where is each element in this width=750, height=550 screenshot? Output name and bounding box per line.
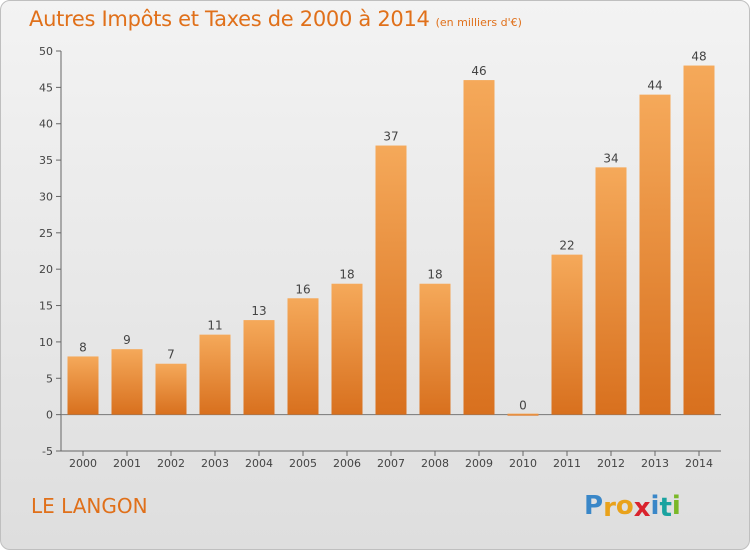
data-label-2009: 46 bbox=[471, 64, 486, 78]
bar-2006 bbox=[331, 283, 363, 415]
data-label-2003: 11 bbox=[207, 319, 222, 333]
bar-2007 bbox=[375, 145, 407, 415]
y-tick-label: 45 bbox=[39, 81, 53, 94]
x-tick-label: 2001 bbox=[113, 457, 141, 470]
x-tick-label: 2010 bbox=[509, 457, 537, 470]
y-tick-label: 5 bbox=[46, 372, 53, 385]
proxiti-logo: Proxiti bbox=[584, 491, 681, 523]
bar-2011 bbox=[551, 254, 583, 415]
bar-2004 bbox=[243, 320, 275, 415]
y-tick-label: 15 bbox=[39, 300, 53, 313]
y-tick-label: 10 bbox=[39, 336, 53, 349]
bar-2010 bbox=[507, 413, 539, 416]
y-tick-label: 40 bbox=[39, 118, 53, 131]
bar-2005 bbox=[287, 298, 319, 415]
x-tick-label: 2012 bbox=[597, 457, 625, 470]
x-tick-label: 2013 bbox=[641, 457, 669, 470]
bar-2012 bbox=[595, 167, 627, 415]
x-tick-label: 2003 bbox=[201, 457, 229, 470]
x-tick-label: 2004 bbox=[245, 457, 273, 470]
logo-letter: i bbox=[650, 491, 660, 521]
chart-title-text: Autres Impôts et Taxes de 2000 à 2014 bbox=[29, 7, 430, 31]
logo-letter: t bbox=[659, 493, 672, 523]
x-tick-label: 2011 bbox=[553, 457, 581, 470]
x-tick-label: 2008 bbox=[421, 457, 449, 470]
y-tick-label: 50 bbox=[39, 45, 53, 58]
y-tick-label: 0 bbox=[46, 409, 53, 422]
bar-2013 bbox=[639, 94, 671, 415]
bar-2008 bbox=[419, 283, 451, 415]
bar-2014 bbox=[683, 65, 715, 415]
logo-letter: x bbox=[633, 493, 651, 523]
logo-letter: P bbox=[584, 491, 604, 521]
x-tick-label: 2014 bbox=[685, 457, 713, 470]
bar-2000 bbox=[67, 356, 99, 415]
data-label-2012: 34 bbox=[603, 151, 618, 165]
x-tick-label: 2000 bbox=[69, 457, 97, 470]
data-label-2014: 48 bbox=[691, 50, 706, 64]
x-tick-label: 2009 bbox=[465, 457, 493, 470]
y-tick-label: -5 bbox=[42, 445, 53, 458]
bar-2003 bbox=[199, 334, 231, 415]
bar-2001 bbox=[111, 349, 143, 415]
data-label-2008: 18 bbox=[427, 268, 442, 282]
y-tick-label: 35 bbox=[39, 154, 53, 167]
x-tick-label: 2006 bbox=[333, 457, 361, 470]
data-label-2004: 13 bbox=[251, 304, 266, 318]
city-name: LE LANGON bbox=[31, 494, 148, 518]
data-label-2010: 0 bbox=[519, 399, 527, 413]
bar-2009 bbox=[463, 80, 495, 415]
data-label-2007: 37 bbox=[383, 130, 398, 144]
data-label-2000: 8 bbox=[79, 340, 87, 354]
data-label-2002: 7 bbox=[167, 348, 175, 362]
x-tick-label: 2002 bbox=[157, 457, 185, 470]
x-tick-label: 2007 bbox=[377, 457, 405, 470]
chart-title: Autres Impôts et Taxes de 2000 à 2014 (en… bbox=[29, 7, 522, 31]
bar-2002 bbox=[155, 363, 187, 415]
chart-subtitle: (en milliers d'€) bbox=[435, 16, 522, 29]
y-tick-label: 25 bbox=[39, 227, 53, 240]
data-label-2001: 9 bbox=[123, 333, 131, 347]
logo-letter: o bbox=[615, 491, 634, 521]
data-label-2006: 18 bbox=[339, 268, 354, 282]
x-tick-label: 2005 bbox=[289, 457, 317, 470]
y-tick-label: 30 bbox=[39, 190, 53, 203]
logo-letter: i bbox=[671, 491, 681, 521]
data-label-2013: 44 bbox=[647, 79, 662, 93]
logo-letter: r bbox=[603, 493, 616, 523]
data-label-2005: 16 bbox=[295, 282, 310, 296]
y-tick-label: 20 bbox=[39, 263, 53, 276]
data-label-2011: 22 bbox=[559, 239, 574, 253]
